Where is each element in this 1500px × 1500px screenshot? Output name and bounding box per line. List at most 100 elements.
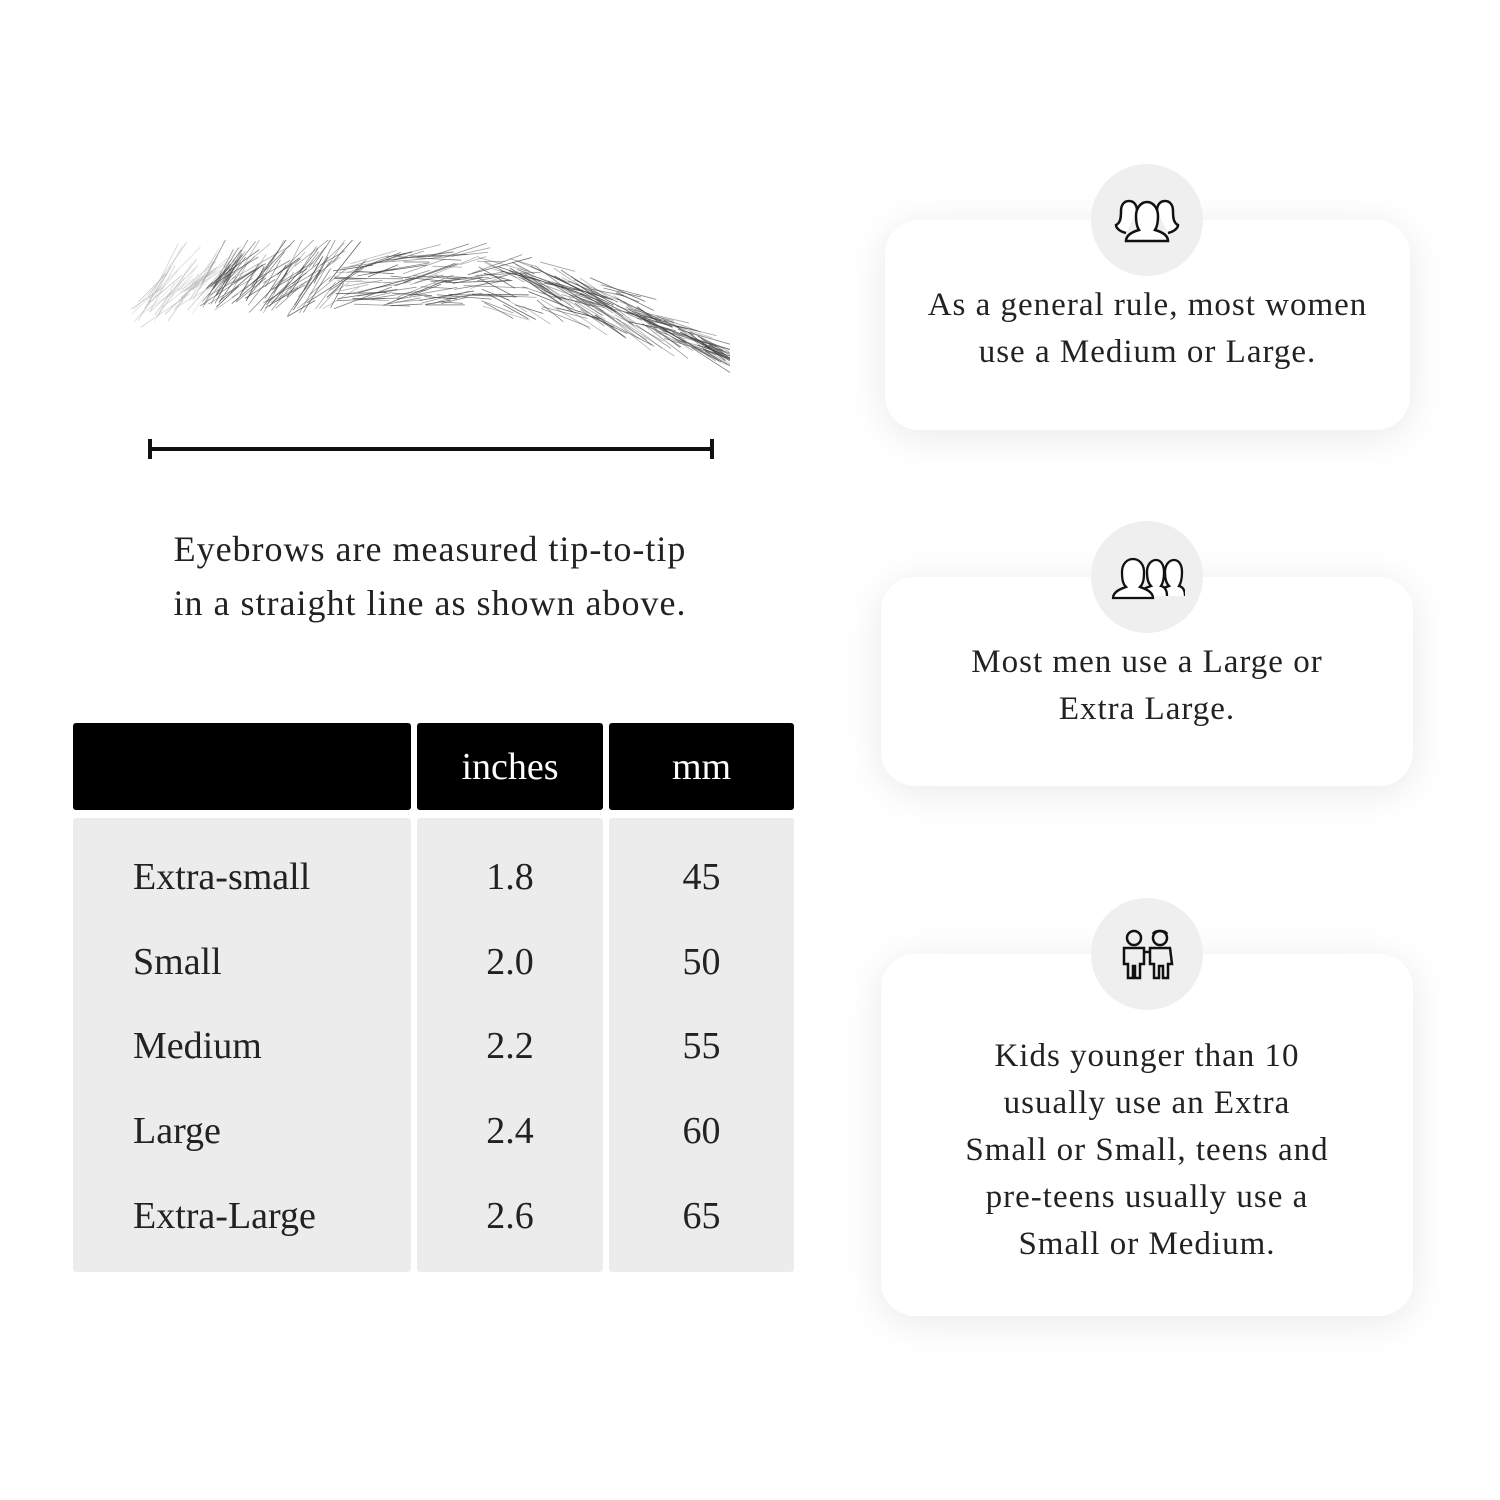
eyebrow-hair — [555, 282, 614, 301]
eyebrow-hair — [271, 268, 308, 291]
eyebrow-hair — [265, 259, 281, 288]
eyebrow-hair — [292, 269, 321, 311]
eyebrow-hair — [662, 330, 730, 350]
eyebrow-hair — [258, 240, 285, 286]
eyebrow-hair — [318, 285, 341, 309]
eyebrow-hair — [579, 293, 617, 313]
table-cell-size: Extra-Large — [133, 1195, 316, 1237]
eyebrow-hair — [156, 278, 185, 318]
eyebrow-hair — [701, 343, 730, 354]
eyebrow-hair — [198, 255, 219, 291]
eyebrow-hair — [390, 303, 423, 307]
eyebrow-hair — [209, 268, 257, 296]
eyebrow-hair — [598, 308, 652, 351]
eyebrow-hair — [454, 279, 508, 290]
eyebrow-hair — [235, 277, 267, 303]
eyebrow-hair — [231, 276, 264, 304]
eyebrow-hair — [358, 277, 415, 294]
table-cell-inches: 1.8 — [486, 856, 534, 898]
eyebrow-hair — [521, 277, 564, 307]
eyebrow-hair — [394, 263, 459, 287]
card-women-text: As a general rule, most women use a Mediu… — [928, 282, 1368, 376]
eyebrow-hair — [287, 300, 316, 317]
eyebrow-hair — [700, 338, 730, 359]
eyebrow-hair — [337, 288, 398, 300]
eyebrow-hair — [540, 261, 576, 272]
eyebrow-hair — [175, 275, 230, 308]
eyebrow-hair — [162, 293, 190, 313]
table-cell-mm: 45 — [682, 856, 721, 898]
eyebrow-hair — [691, 347, 730, 373]
eyebrow-hair — [332, 240, 354, 263]
card-women: As a general rule, most women use a Mediu… — [885, 220, 1410, 430]
eyebrow-hair — [516, 270, 546, 290]
eyebrow-hair — [540, 298, 591, 330]
eyebrow-hair — [383, 279, 448, 306]
eyebrow-hair — [579, 293, 610, 305]
card-men: Most men use a Large or Extra Large. — [881, 577, 1413, 786]
eyebrow-hair — [424, 296, 458, 300]
eyebrow-hair — [402, 258, 445, 275]
eyebrow-hair — [530, 265, 584, 292]
eyebrow-hair — [484, 260, 525, 283]
eyebrow-hair — [499, 294, 528, 313]
eyebrow-hair — [404, 269, 430, 279]
eyebrow-hair — [614, 314, 664, 342]
eyebrow-hair — [672, 331, 716, 362]
eyebrow-hair — [356, 268, 396, 277]
eyebrow-hair — [573, 279, 627, 304]
eyebrow-hair — [616, 298, 662, 321]
text-line: Kids younger than 10 — [994, 1037, 1300, 1074]
men-group-icon — [1091, 521, 1203, 633]
column-inches-bg — [417, 818, 603, 1272]
eyebrow-hair — [567, 308, 608, 336]
eyebrow-hair — [147, 241, 188, 297]
eyebrow-hair — [235, 240, 260, 279]
eyebrow-hair — [441, 271, 506, 283]
eyebrow-hair — [621, 317, 663, 349]
eyebrow-hair — [432, 265, 462, 268]
eyebrow-hair — [487, 293, 536, 320]
eyebrow-hair — [268, 265, 305, 307]
eyebrow-hair — [541, 306, 588, 319]
eyebrow-hair — [436, 275, 467, 278]
eyebrow-hair — [397, 256, 462, 261]
eyebrow-hair — [697, 335, 724, 351]
eyebrow-hair — [340, 284, 369, 292]
eyebrow-hair — [346, 284, 390, 295]
eyebrow-hair — [252, 240, 295, 284]
eyebrow-hair — [459, 256, 487, 266]
eyebrow-hair — [436, 294, 492, 300]
eyebrow-hair — [553, 295, 606, 309]
eyebrow-hair — [275, 283, 304, 309]
eyebrow-hair — [273, 269, 289, 295]
eyebrow-hair — [600, 284, 657, 300]
eyebrow-hair — [214, 274, 232, 304]
eyebrow-hair — [306, 267, 361, 304]
eyebrow-hair — [313, 256, 329, 284]
eyebrow-hair — [345, 279, 383, 287]
eyebrow-hair — [271, 286, 292, 311]
eyebrow-hair — [202, 254, 244, 302]
eyebrow-hair — [655, 331, 682, 344]
text-line: usually use an Extra — [1003, 1084, 1291, 1121]
eyebrow-hair — [336, 280, 392, 284]
eyebrow-hair — [267, 272, 307, 303]
eyebrow-hair — [664, 332, 728, 366]
eyebrow-hair — [675, 326, 713, 339]
text-line: use a Medium or Large. — [978, 334, 1317, 370]
eyebrow-hair — [483, 272, 511, 281]
eyebrow-hair — [210, 268, 231, 305]
eyebrow-hair — [326, 240, 346, 268]
eyebrow-hair — [423, 251, 488, 260]
eyebrow-hair — [230, 261, 249, 294]
women-group-icon — [1091, 164, 1203, 276]
eyebrow-hair — [257, 259, 291, 279]
eyebrow-hair — [178, 258, 235, 292]
eyebrow-hair — [674, 338, 730, 359]
eyebrow-hair — [359, 252, 401, 269]
eyebrow-hair — [192, 257, 228, 290]
eyebrow-hair — [248, 272, 288, 313]
eyebrow-hair — [137, 280, 163, 321]
eyebrow-hair — [642, 323, 689, 359]
